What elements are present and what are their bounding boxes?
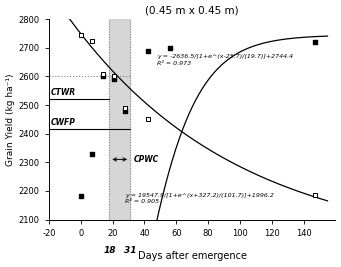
Point [312,40,317,44]
Point [312,193,317,197]
Text: 31: 31 [124,246,136,254]
Point [78,194,84,198]
X-axis label: Days after emergence: Days after emergence [138,252,247,261]
Point [100,71,106,76]
Point [112,77,117,81]
Text: y = 19547.9/[1+e^(x+327.2)/(101.7)]+1996.2: y = 19547.9/[1+e^(x+327.2)/(101.7)]+1996… [125,193,274,198]
Text: 18: 18 [103,246,116,254]
Point [112,74,117,78]
Point [145,49,150,53]
Point [100,74,106,78]
Point [89,152,94,156]
Text: R² = 0.973: R² = 0.973 [157,61,191,66]
Y-axis label: Grain Yield (kg ha⁻¹): Grain Yield (kg ha⁻¹) [5,73,15,166]
Point [78,33,84,37]
Point [89,38,94,43]
Text: CPWC: CPWC [133,155,159,164]
Bar [109,19,130,219]
Title: (0.45 m x 0.45 m): (0.45 m x 0.45 m) [145,6,239,15]
Text: R² = 0.905: R² = 0.905 [125,199,160,205]
Text: CWFP: CWFP [50,118,75,127]
Text: CTWR: CTWR [50,88,76,97]
Point [122,109,128,113]
Point [145,117,150,121]
Point [167,46,173,50]
Point [122,106,128,110]
Text: y = -2636.5/[1+e^(x-25.7)/(19.7)]+2744.4: y = -2636.5/[1+e^(x-25.7)/(19.7)]+2744.4 [157,54,293,59]
